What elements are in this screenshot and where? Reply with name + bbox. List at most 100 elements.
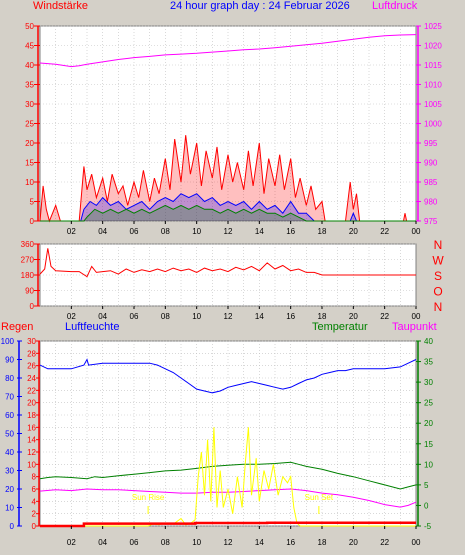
humidity-tick-label: 30 — [5, 467, 14, 476]
x-tick-label: 18 — [318, 227, 327, 236]
sun-annotation: Sun Rise — [132, 493, 165, 502]
rain-tick-label: 8 — [32, 473, 37, 482]
x-tick-label: 00 — [412, 312, 421, 321]
pressure-axis-title: Luftdruck — [372, 0, 418, 12]
x-tick-label: 12 — [224, 538, 233, 547]
rain-tick-label: 20 — [27, 399, 36, 408]
humidity-label: Luftfeuchte — [65, 321, 119, 333]
x-tick-label: 16 — [286, 538, 295, 547]
x-tick-label: 08 — [161, 538, 170, 547]
wind-tick-label: 40 — [25, 61, 34, 70]
wind-axis-title: Windstärke — [33, 0, 88, 12]
temperature-tick-label: 10 — [424, 460, 433, 469]
rain-tick-label: 28 — [27, 349, 36, 358]
rain-tick-label: 0 — [32, 522, 37, 531]
x-tick-label: 02 — [67, 227, 76, 236]
x-tick-label: 10 — [192, 538, 201, 547]
x-tick-label: 06 — [130, 227, 139, 236]
rain-tick-label: 6 — [32, 485, 37, 494]
pressure-tick-label: 1010 — [424, 81, 442, 90]
wind-tick-label: 20 — [25, 139, 34, 148]
pressure-tick-label: 985 — [424, 178, 438, 187]
temperature-tick-label: 35 — [424, 358, 433, 367]
wind-tick-label: 0 — [30, 217, 35, 226]
sun-annotation: Sun Set — [305, 493, 334, 502]
wind_avg-series — [40, 204, 416, 222]
direction-tick-label: 90 — [25, 287, 34, 296]
humidity-tick-label: 100 — [1, 337, 15, 346]
temperature-tick-label: 25 — [424, 399, 433, 408]
temperature-series — [39, 461, 417, 490]
direction-series — [39, 248, 416, 278]
temperature-tick-label: 40 — [424, 337, 433, 346]
rain-tick-label: 10 — [27, 460, 36, 469]
x-tick-label: 02 — [67, 538, 76, 547]
graph-title: 24 hour graph day : 24 Februar 2026 — [170, 0, 350, 12]
x-tick-label: 04 — [98, 312, 107, 321]
rain-tick-label: 14 — [27, 436, 36, 445]
temperature-tick-label: 20 — [424, 419, 433, 428]
x-tick-label: 10 — [192, 227, 201, 236]
temperature-tick-label: -5 — [424, 522, 432, 531]
temperature-tick-label: 0 — [424, 501, 429, 510]
x-tick-label: 04 — [98, 227, 107, 236]
pressure-tick-label: 975 — [424, 217, 438, 226]
x-tick-label: 02 — [67, 312, 76, 321]
x-tick-label: 00 — [412, 227, 421, 236]
direction-tick-label: 180 — [21, 271, 35, 280]
x-tick-label: 08 — [161, 227, 170, 236]
direction-tick-label: 0 — [30, 302, 35, 311]
pressure-tick-label: 1025 — [424, 22, 442, 31]
x-tick-label: 10 — [192, 312, 201, 321]
rain-tick-label: 18 — [27, 411, 36, 420]
x-tick-label: 00 — [412, 538, 421, 547]
temperature-label: Temperatur — [312, 321, 368, 333]
x-tick-label: 06 — [130, 538, 139, 547]
wind-tick-label: 10 — [25, 178, 34, 187]
rain-tick-label: 30 — [27, 337, 36, 346]
rain-tick-label: 26 — [27, 362, 36, 371]
humidity-tick-label: 90 — [5, 356, 14, 365]
wind-tick-label: 50 — [25, 22, 34, 31]
wind-series — [39, 135, 416, 223]
wind-tick-label: 25 — [25, 120, 34, 129]
gust-series — [40, 193, 416, 222]
rain-tick-label: 16 — [27, 423, 36, 432]
x-tick-label: 22 — [380, 538, 389, 547]
rain-tick-label: 12 — [27, 448, 36, 457]
rain-series — [40, 521, 416, 528]
pressure-tick-label: 995 — [424, 139, 438, 148]
compass-label: W — [432, 254, 444, 268]
rain-label: Regen — [1, 321, 33, 333]
sun-series — [40, 427, 416, 527]
pressure-tick-label: 980 — [424, 198, 438, 207]
x-tick-label: 04 — [98, 538, 107, 547]
humidity-tick-label: 50 — [5, 430, 14, 439]
rain-tick-label: 4 — [32, 497, 37, 506]
pressure-tick-label: 990 — [424, 159, 438, 168]
x-tick-label: 06 — [130, 312, 139, 321]
x-tick-label: 12 — [224, 227, 233, 236]
pressure-tick-label: 1005 — [424, 100, 442, 109]
pressure-series — [39, 34, 417, 68]
direction-tick-label: 360 — [21, 240, 35, 249]
humidity-series — [39, 358, 417, 394]
x-tick-label: 20 — [349, 312, 358, 321]
humidity-tick-label: 20 — [5, 485, 14, 494]
humidity-tick-label: 60 — [5, 411, 14, 420]
humidity-tick-label: 80 — [5, 374, 14, 383]
x-tick-label: 14 — [255, 538, 264, 547]
rain-tick-label: 2 — [32, 510, 37, 519]
x-tick-label: 12 — [224, 312, 233, 321]
pressure-tick-label: 1015 — [424, 61, 442, 70]
compass-label: N — [434, 300, 443, 314]
compass-label: S — [434, 269, 442, 283]
pressure-tick-label: 1020 — [424, 42, 442, 51]
compass-label: O — [433, 285, 442, 299]
wind-tick-label: 15 — [25, 159, 34, 168]
dewpoint-label: Taupunkt — [392, 321, 437, 333]
wind-tick-label: 30 — [25, 100, 34, 109]
pressure-tick-label: 1000 — [424, 120, 442, 129]
